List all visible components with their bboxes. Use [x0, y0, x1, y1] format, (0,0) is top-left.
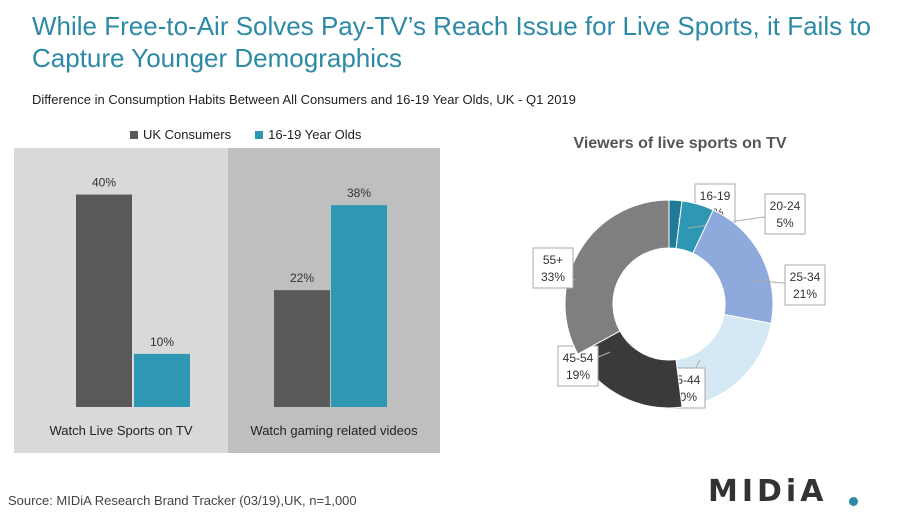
legend-label-uk: UK Consumers: [143, 127, 232, 142]
category-label-0: Watch Live Sports on TV: [49, 423, 192, 438]
bar-value-label-0-1: 10%: [150, 335, 174, 349]
bar-value-label-0-0: 40%: [92, 176, 116, 190]
bar-1-0: [274, 290, 330, 407]
logo-dot-icon: [849, 497, 858, 506]
chart-subtitle: Difference in Consumption Habits Between…: [32, 92, 576, 107]
slice-value-5: 33%: [541, 270, 565, 284]
source-note: Source: MIDiA Research Brand Tracker (03…: [8, 493, 357, 508]
legend-item-youth: 16-19 Year Olds: [255, 127, 361, 142]
legend-swatch-youth: [255, 130, 264, 139]
slice-value-4: 19%: [566, 368, 590, 382]
slice-label-2: 25-34: [790, 270, 821, 284]
donut-slice-5: [564, 199, 670, 355]
bar-value-label-1-0: 22%: [290, 271, 314, 285]
slice-value-2: 21%: [793, 287, 817, 301]
slice-label-box-1: [764, 193, 806, 235]
slice-value-1: 5%: [776, 216, 794, 230]
donut-chart: Viewers of live sports on TV16-192%20-24…: [532, 135, 826, 409]
bar-legend: UK Consumers 16-19 Year Olds: [130, 127, 361, 142]
category-label-1: Watch gaming related videos: [250, 423, 418, 438]
midia-logo: MIDiA: [708, 474, 828, 509]
slice-label-5: 55+: [543, 253, 563, 267]
bar-0-1: [134, 353, 190, 407]
slice-label-1: 20-24: [770, 199, 801, 213]
donut-slice-2: [692, 209, 774, 325]
legend-label-youth: 16-19 Year Olds: [268, 127, 362, 142]
slide-title: While Free-to-Air Solves Pay-TV’s Reach …: [32, 11, 872, 73]
slice-label-0: 16-19: [700, 189, 731, 203]
donut-title: Viewers of live sports on TV: [573, 135, 786, 152]
bar-0-0: [76, 194, 132, 407]
bar-1-1: [331, 205, 387, 407]
legend-swatch-uk: [130, 130, 138, 139]
bar-chart: 40% 10% Watch Live Sports on TV 22% 38% Watch…: [14, 148, 440, 453]
legend-item-uk: UK Consumers: [130, 127, 231, 142]
slice-label-4: 45-54: [563, 351, 594, 365]
slice-label-box-5: [532, 247, 574, 289]
bar-value-label-1-1: 38%: [347, 186, 371, 200]
slice-label-box-2: [784, 264, 826, 306]
